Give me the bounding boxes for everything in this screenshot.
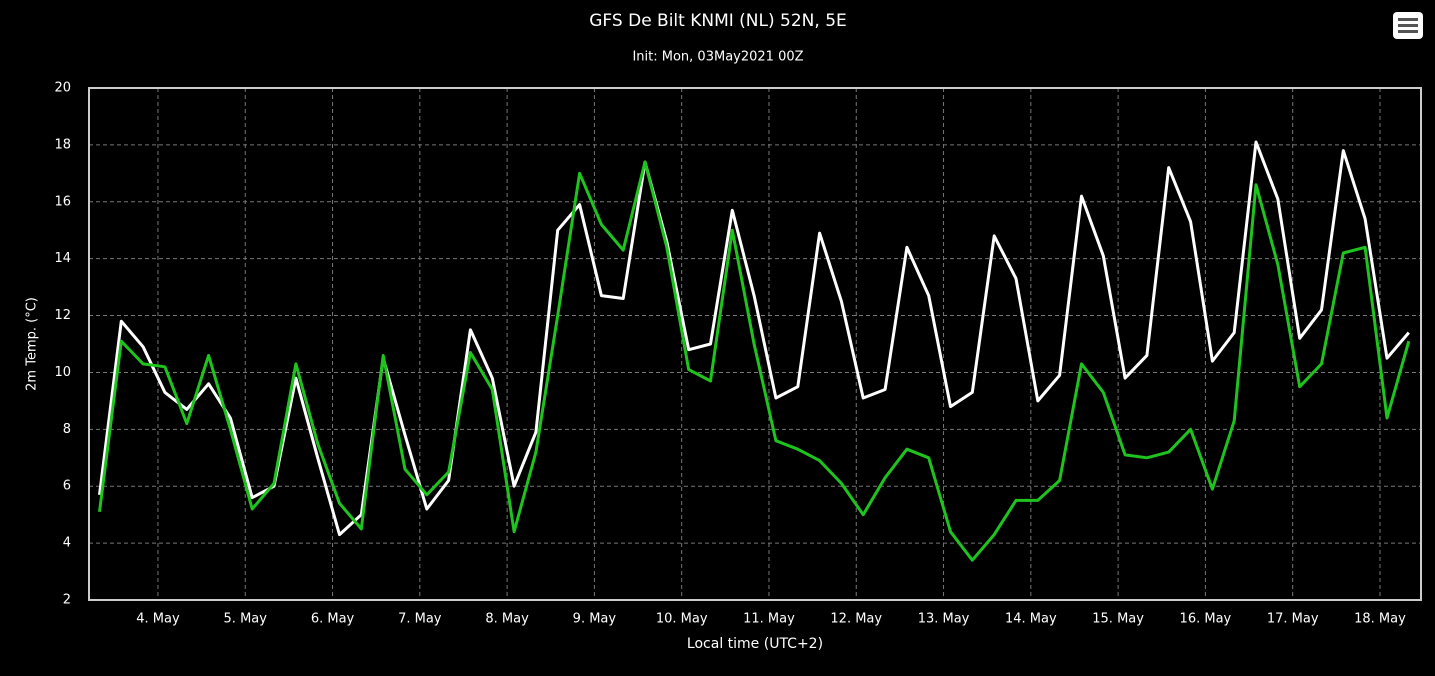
x-tick-label: 12. May	[830, 612, 882, 627]
menu-bar	[1398, 18, 1418, 21]
y-tick-label: 2	[63, 593, 71, 608]
x-tick-label: 7. May	[398, 612, 442, 627]
y-tick-label: 18	[54, 137, 71, 152]
x-tick-label: 5. May	[224, 612, 268, 627]
x-tick-label: 13. May	[918, 612, 970, 627]
chart-title: GFS De Bilt KNMI (NL) 52N, 5E	[589, 11, 847, 31]
x-tick-label: 6. May	[311, 612, 355, 627]
x-axis-title: Local time (UTC+2)	[687, 636, 823, 652]
y-tick-label: 12	[54, 308, 71, 323]
y-tick-label: 10	[54, 365, 71, 380]
y-tick-label: 6	[63, 479, 71, 494]
x-tick-label: 17. May	[1267, 612, 1319, 627]
x-tick-label: 15. May	[1092, 612, 1144, 627]
x-tick-label: 4. May	[136, 612, 180, 627]
chart-subtitle: Init: Mon, 03May2021 00Z	[632, 50, 803, 65]
y-tick-label: 20	[54, 81, 71, 96]
x-tick-label: 11. May	[743, 612, 795, 627]
x-tick-label: 10. May	[656, 612, 708, 627]
x-tick-label: 18. May	[1354, 612, 1406, 627]
y-axis-title: 2m Temp. (°C)	[25, 297, 40, 391]
menu-button[interactable]	[1393, 12, 1423, 39]
x-tick-label: 16. May	[1180, 612, 1232, 627]
series-line	[98, 140, 1410, 537]
plot-frame	[88, 87, 1422, 601]
menu-bar	[1398, 30, 1418, 33]
y-tick-label: 16	[54, 194, 71, 209]
x-tick-label: 14. May	[1005, 612, 1057, 627]
y-tick-label: 4	[63, 536, 71, 551]
menu-bar	[1398, 24, 1418, 27]
x-tick-label: 9. May	[573, 612, 617, 627]
x-tick-label: 8. May	[485, 612, 529, 627]
y-tick-label: 14	[54, 251, 71, 266]
y-tick-label: 8	[63, 422, 71, 437]
series-line	[98, 160, 1411, 562]
